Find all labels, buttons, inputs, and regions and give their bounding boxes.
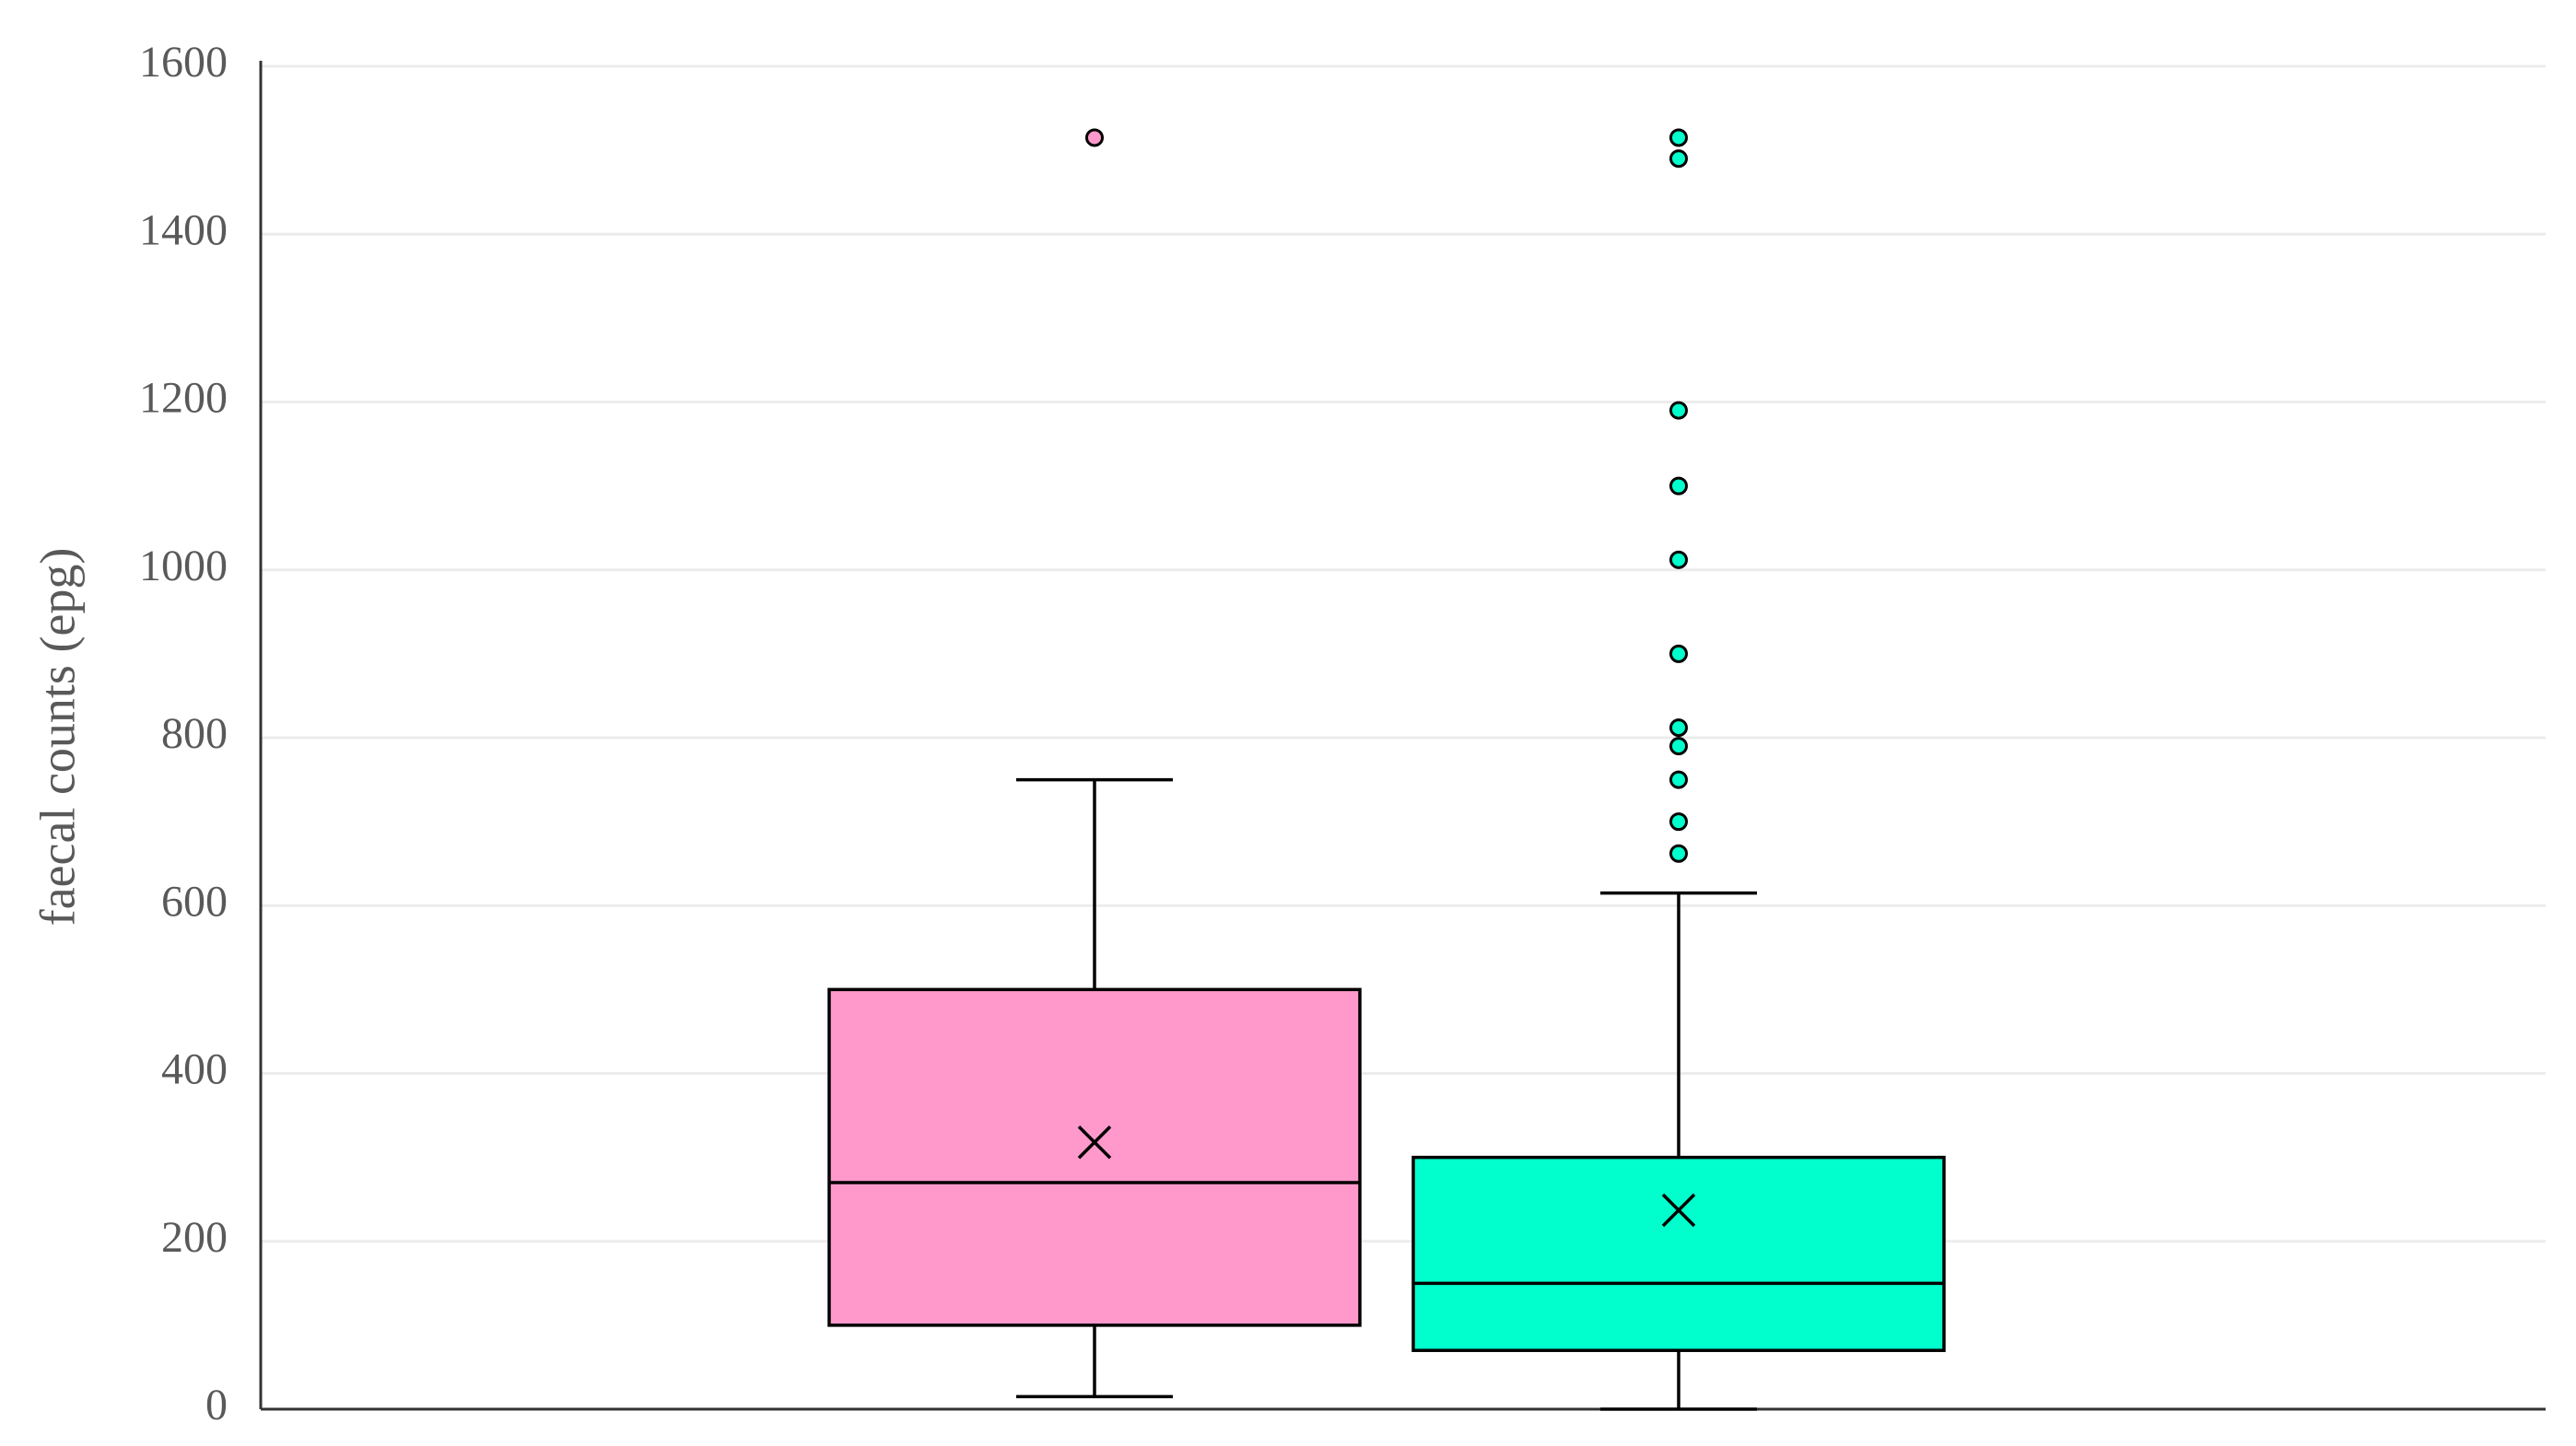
y-tick-label: 200 — [161, 1213, 228, 1262]
outlier — [1669, 644, 1688, 663]
outlier — [1669, 737, 1688, 756]
mean-marker — [1077, 1125, 1112, 1160]
y-tick-label: 400 — [161, 1045, 228, 1094]
y-tick-label: 1200 — [139, 374, 228, 423]
y-tick-label: 1400 — [139, 205, 228, 254]
outlier — [1669, 718, 1688, 738]
outlier — [1085, 128, 1104, 147]
outlier — [1669, 476, 1688, 496]
outlier — [1669, 550, 1688, 569]
box — [827, 987, 1362, 1327]
y-tick-label: 800 — [161, 709, 228, 758]
outlier — [1669, 149, 1688, 169]
y-tick-label: 1600 — [139, 38, 228, 87]
y-axis-label: faecal counts (epg) — [29, 548, 85, 927]
box — [1411, 1155, 1946, 1352]
y-tick-label: 0 — [205, 1381, 228, 1429]
outlier — [1669, 401, 1688, 420]
outlier — [1669, 812, 1688, 832]
outlier — [1669, 844, 1688, 863]
y-tick-label: 1000 — [139, 542, 228, 590]
outlier — [1669, 770, 1688, 789]
y-tick-label: 600 — [161, 877, 228, 926]
outlier — [1669, 128, 1688, 147]
mean-marker — [1661, 1193, 1696, 1228]
